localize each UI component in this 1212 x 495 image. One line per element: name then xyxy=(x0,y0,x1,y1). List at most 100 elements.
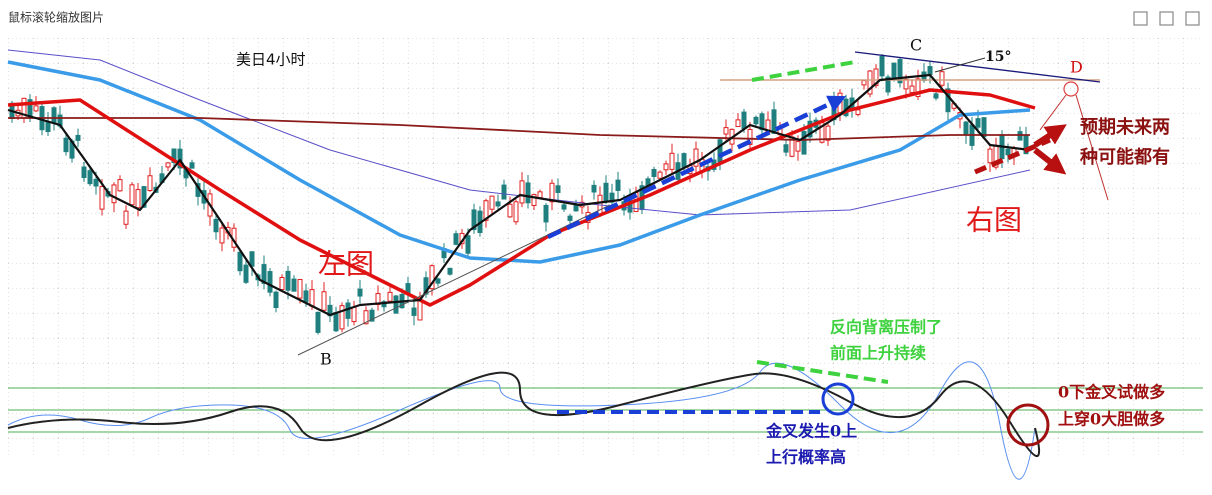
close-button[interactable] xyxy=(1185,11,1200,26)
candle-body xyxy=(543,204,549,223)
candle-body xyxy=(267,271,273,293)
red-dash xyxy=(974,137,1051,175)
candle-body xyxy=(939,71,945,86)
candle-body xyxy=(321,291,327,311)
candle-body xyxy=(549,182,555,203)
candle-body xyxy=(591,184,597,193)
candle-body xyxy=(345,302,351,319)
candle-body xyxy=(915,78,921,98)
candle-body xyxy=(981,117,987,138)
candle-body xyxy=(609,192,615,203)
candle-body xyxy=(783,144,789,153)
candle-body xyxy=(417,300,423,321)
candle-body xyxy=(723,127,729,135)
maximize-button[interactable] xyxy=(1159,11,1174,26)
candle-body xyxy=(33,105,39,112)
candle-body xyxy=(63,137,69,153)
candle-body xyxy=(393,295,399,314)
candle-body xyxy=(45,121,51,133)
note: 种可能都有 xyxy=(1079,146,1170,168)
note: 前面上升持续 xyxy=(830,344,926,363)
osc-fast xyxy=(7,361,1036,480)
arrow-down xyxy=(1033,147,1067,175)
ma-red xyxy=(7,88,1036,307)
candle-body xyxy=(141,186,147,208)
candle-body xyxy=(927,66,933,75)
note: 上穿0大胆做多 xyxy=(1058,410,1165,429)
candle-body xyxy=(975,118,981,128)
candle-body xyxy=(363,310,369,325)
candle-body xyxy=(825,125,831,141)
candle-body xyxy=(75,134,81,141)
cross-circle xyxy=(821,382,855,416)
candle-body xyxy=(879,56,885,77)
ma-blue xyxy=(7,60,1031,264)
angle-line xyxy=(934,57,986,73)
candle-body xyxy=(663,163,669,171)
candle-body xyxy=(987,148,993,164)
candle-body xyxy=(807,120,813,138)
candle-body xyxy=(291,278,297,292)
candle-body xyxy=(531,194,537,206)
candle-body xyxy=(165,162,171,168)
candle-body xyxy=(603,182,609,202)
point-d-circle xyxy=(1063,81,1079,97)
candle-body xyxy=(489,195,495,210)
note: 上行概率高 xyxy=(766,448,846,467)
candle-body xyxy=(177,148,183,169)
candle-body xyxy=(861,80,867,86)
trend-line-c xyxy=(854,51,1101,83)
candle-body xyxy=(855,109,861,116)
candle-body xyxy=(339,305,345,330)
candle-body xyxy=(867,70,873,95)
candle-body xyxy=(429,265,435,290)
d-line-1 xyxy=(1039,94,1067,131)
candle-body xyxy=(189,162,195,169)
candle-body xyxy=(357,288,363,297)
candle-body xyxy=(279,276,285,291)
left-label: 左图 xyxy=(318,248,374,281)
candle-body xyxy=(801,131,807,155)
candle-body xyxy=(897,59,903,84)
candle-body xyxy=(237,251,243,272)
candle-body xyxy=(333,312,339,332)
candle-body xyxy=(351,306,357,323)
candle-body xyxy=(495,201,501,207)
candle-body xyxy=(81,166,87,179)
up-arrow xyxy=(547,95,847,240)
cross-circle-red xyxy=(1006,403,1050,447)
candle-body xyxy=(147,175,153,192)
window-controls xyxy=(1133,11,1200,26)
candle-body xyxy=(753,116,759,125)
candle-body xyxy=(681,153,687,168)
candle-body xyxy=(309,289,315,307)
label-b: B xyxy=(320,350,332,369)
open-button[interactable] xyxy=(1133,11,1148,26)
window-title: 鼠标滚轮缩放图片 xyxy=(8,10,104,25)
candle-body xyxy=(1005,148,1011,156)
candle-body xyxy=(387,291,393,302)
label-angle: 15° xyxy=(985,49,1011,65)
candle-body xyxy=(657,171,663,179)
candle-body xyxy=(411,307,417,316)
ma-darkred xyxy=(8,117,1030,141)
note: 0下金叉试做多 xyxy=(1058,383,1165,402)
candle-body xyxy=(213,218,219,233)
candle-body xyxy=(771,109,777,134)
candle-body xyxy=(615,179,621,191)
candle-body xyxy=(285,270,291,291)
candle-body xyxy=(933,93,939,99)
candle-body xyxy=(963,121,969,136)
candle-body xyxy=(513,201,519,223)
label-d: D xyxy=(1070,58,1083,77)
oscillator xyxy=(7,360,1203,480)
candle-body xyxy=(537,191,543,199)
indicator-lines xyxy=(7,49,1109,356)
candle-body xyxy=(891,62,897,80)
candle-body xyxy=(471,209,477,231)
candle-body xyxy=(501,184,507,200)
candle-body xyxy=(909,85,915,93)
candle-body xyxy=(747,128,753,146)
